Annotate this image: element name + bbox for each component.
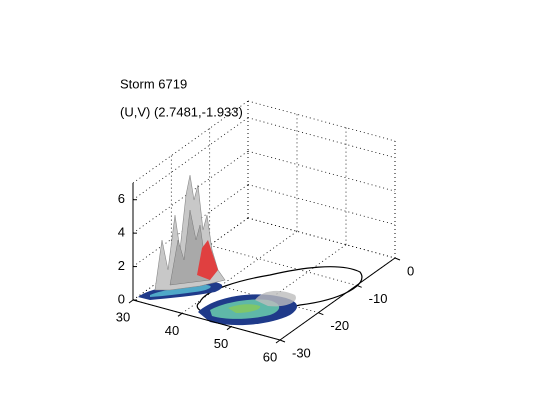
tick-mark — [177, 312, 183, 317]
chart-title: Storm 6719 — [120, 76, 187, 91]
grid-line — [247, 117, 396, 159]
tick-mark — [318, 312, 324, 316]
surface-patch — [255, 290, 296, 307]
x-tick-label: 30 — [116, 309, 130, 324]
surface-peak — [197, 240, 218, 280]
tick-mark — [394, 257, 401, 261]
chart-subtitle: (U,V) (2.7481,-1.933) — [120, 104, 243, 119]
tick-mark — [226, 326, 232, 331]
y-tick-label: -20 — [330, 318, 349, 333]
floor-blob — [150, 285, 211, 297]
surface — [138, 174, 363, 326]
grid-line — [247, 217, 396, 259]
z-tick-label: 4 — [118, 225, 125, 240]
y-tick-label: -10 — [369, 291, 388, 306]
grid-line — [171, 272, 319, 314]
axis-layer: 30 40 50 60 -30 -20 -10 0 0 2 4 6 — [116, 183, 414, 364]
tick-mark — [128, 299, 134, 304]
tick-mark — [279, 339, 286, 343]
grid-line — [247, 150, 396, 192]
z-tick-label: 0 — [118, 291, 125, 306]
y-tick-label: -30 — [292, 345, 311, 360]
x-tick-label: 60 — [263, 349, 277, 364]
x-tick-label: 40 — [165, 323, 179, 338]
tick-mark — [275, 339, 281, 344]
floor-blob — [228, 304, 261, 313]
z-tick-label: 6 — [118, 191, 125, 206]
tick-mark — [356, 284, 362, 288]
x-axis — [132, 299, 281, 341]
z-tick-label: 2 — [118, 258, 125, 273]
grid-line — [247, 184, 396, 225]
grid-line — [209, 244, 357, 286]
grid-line — [247, 100, 396, 142]
x-tick-label: 50 — [214, 336, 228, 351]
y-axis — [279, 257, 396, 341]
y-tick-label: 0 — [407, 263, 414, 278]
